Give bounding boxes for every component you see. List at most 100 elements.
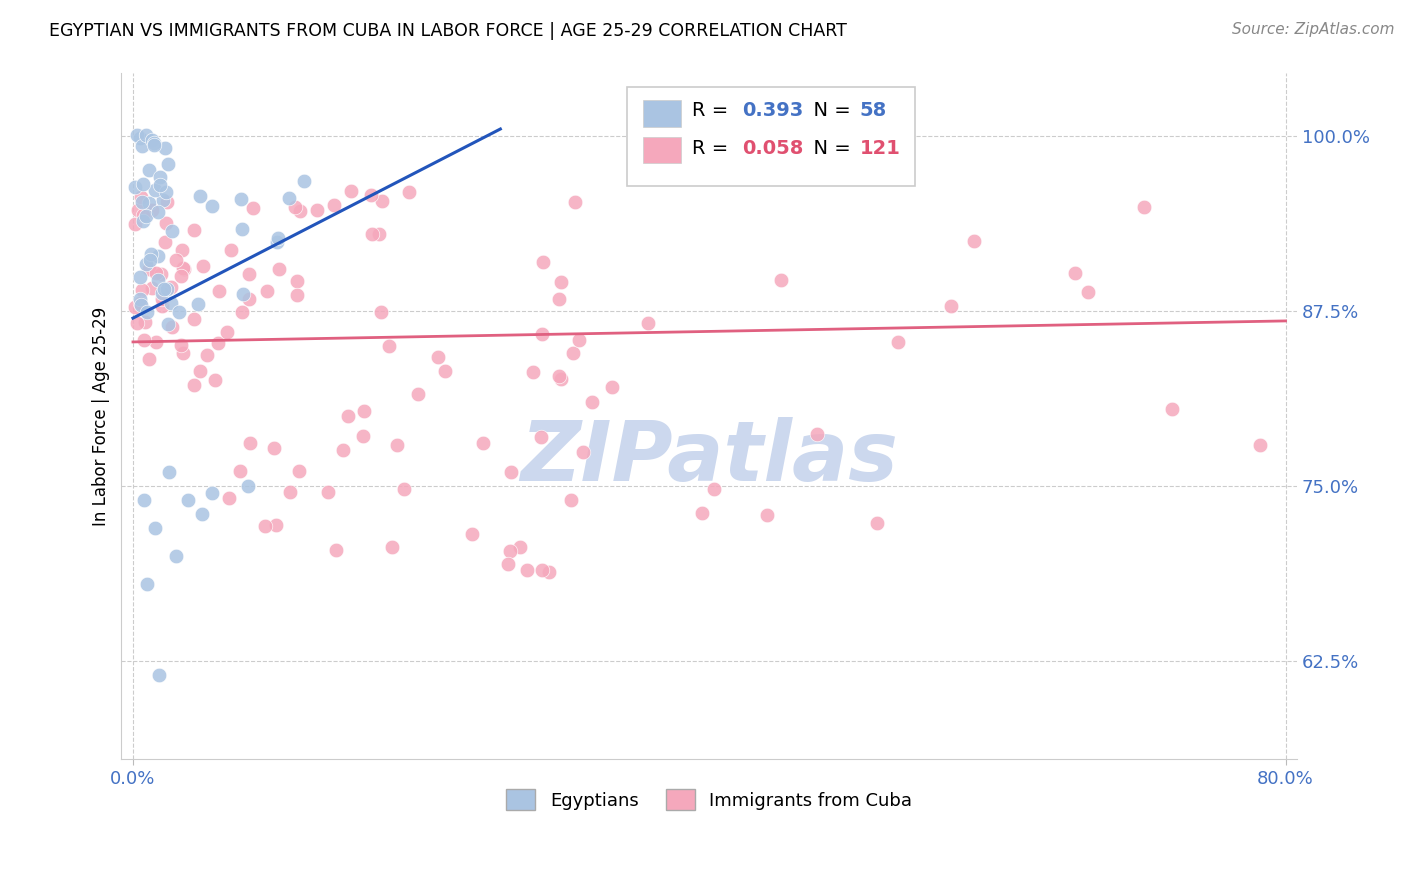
Point	[204, 374, 226, 388]
Point	[150, 292, 173, 306]
Point	[183, 311, 205, 326]
Point	[229, 464, 252, 478]
Point	[146, 249, 169, 263]
Point	[135, 304, 157, 318]
Point	[157, 157, 180, 171]
Point	[221, 243, 243, 257]
Point	[152, 282, 174, 296]
Point	[290, 204, 312, 219]
Point	[406, 387, 429, 401]
Point	[229, 192, 252, 206]
Point	[1133, 200, 1156, 214]
Point	[136, 577, 159, 591]
Point	[131, 138, 153, 153]
Point	[496, 557, 519, 571]
FancyBboxPatch shape	[644, 136, 681, 163]
Point	[160, 280, 183, 294]
Point	[538, 566, 561, 580]
Point	[157, 317, 180, 331]
Point	[150, 286, 173, 301]
Point	[127, 202, 149, 217]
Point	[145, 334, 167, 349]
Point	[138, 262, 160, 277]
Point	[285, 288, 308, 302]
Point	[187, 297, 209, 311]
Point	[191, 507, 214, 521]
Point	[157, 465, 180, 479]
Point	[155, 186, 177, 200]
Point	[153, 235, 176, 249]
Point	[770, 273, 793, 287]
Point	[135, 128, 157, 142]
Point	[152, 194, 174, 208]
Point	[426, 351, 449, 365]
Text: 0.393: 0.393	[742, 101, 803, 120]
Point	[434, 364, 457, 378]
Point	[238, 479, 260, 493]
Point	[963, 234, 986, 248]
Point	[208, 285, 231, 299]
Point	[141, 133, 163, 147]
Point	[183, 223, 205, 237]
Point	[188, 189, 211, 203]
Point	[256, 284, 278, 298]
Point	[360, 188, 382, 202]
Point	[284, 200, 307, 214]
Point	[378, 339, 401, 353]
Point	[560, 492, 582, 507]
Point	[129, 131, 152, 145]
Point	[550, 372, 572, 386]
Point	[217, 325, 239, 339]
Point	[165, 549, 187, 564]
Point	[146, 273, 169, 287]
Point	[690, 506, 713, 520]
Point	[1064, 267, 1087, 281]
Point	[148, 668, 170, 682]
Point	[232, 286, 254, 301]
Point	[129, 293, 152, 307]
Point	[131, 283, 153, 297]
Text: ZIPatlas: ZIPatlas	[520, 417, 898, 498]
Point	[134, 315, 156, 329]
Point	[141, 203, 163, 218]
Point	[516, 563, 538, 577]
Point	[131, 298, 153, 312]
Text: N =: N =	[801, 101, 856, 120]
Point	[125, 316, 148, 330]
Point	[806, 427, 828, 442]
Legend: Egyptians, Immigrants from Cuba: Egyptians, Immigrants from Cuba	[498, 780, 921, 819]
Point	[756, 508, 779, 522]
Point	[172, 261, 194, 276]
FancyBboxPatch shape	[627, 87, 915, 186]
Point	[530, 430, 553, 444]
Text: EGYPTIAN VS IMMIGRANTS FROM CUBA IN LABOR FORCE | AGE 25-29 CORRELATION CHART: EGYPTIAN VS IMMIGRANTS FROM CUBA IN LABO…	[49, 22, 846, 40]
Point	[218, 491, 240, 505]
Point	[160, 320, 183, 334]
Point	[149, 267, 172, 281]
Text: 0.058: 0.058	[742, 139, 804, 158]
Point	[125, 128, 148, 143]
Point	[305, 203, 328, 218]
Point	[138, 351, 160, 366]
Point	[548, 368, 571, 383]
Point	[361, 227, 384, 242]
Text: 121: 121	[859, 139, 901, 158]
Point	[323, 198, 346, 212]
Point	[141, 281, 163, 295]
Point	[499, 465, 522, 479]
Text: R =: R =	[692, 101, 734, 120]
Point	[138, 163, 160, 178]
Point	[392, 483, 415, 497]
Point	[149, 178, 172, 192]
Point	[156, 282, 179, 296]
Point	[531, 327, 554, 342]
Text: N =: N =	[801, 139, 856, 158]
Point	[129, 190, 152, 204]
Point	[153, 141, 176, 155]
Point	[288, 463, 311, 477]
Point	[132, 209, 155, 223]
Point	[522, 365, 544, 379]
Point	[242, 201, 264, 215]
Point	[600, 380, 623, 394]
Point	[550, 275, 572, 289]
